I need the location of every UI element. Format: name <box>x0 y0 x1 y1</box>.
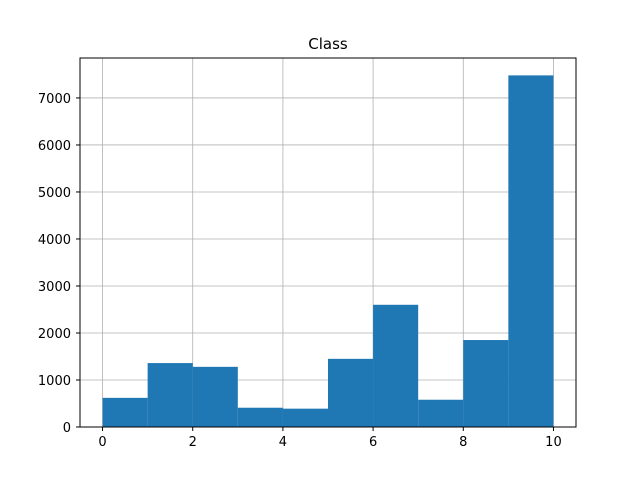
y-tick-label: 2000 <box>38 327 71 342</box>
y-tick-label: 5000 <box>38 186 71 201</box>
histogram-bar <box>328 358 374 427</box>
histogram-bar <box>418 399 464 427</box>
y-tick-label: 6000 <box>38 139 71 154</box>
x-tick-label: 10 <box>545 435 562 450</box>
plot-frame <box>79 57 577 428</box>
histogram-bar <box>463 340 509 427</box>
y-axis-ticks: 0 1000 2000 3000 4000 5000 6000 7000 <box>38 92 80 436</box>
histogram-bar <box>102 397 148 427</box>
histogram-bar <box>508 75 554 427</box>
x-tick-label: 6 <box>369 435 377 450</box>
histogram-bar <box>147 363 193 427</box>
histogram-bar <box>282 408 328 427</box>
x-tick-label: 2 <box>189 435 197 450</box>
x-tick-label: 0 <box>98 435 106 450</box>
histogram-bar <box>373 304 419 427</box>
y-tick-label: 0 <box>63 421 71 436</box>
y-tick-label: 7000 <box>38 92 71 107</box>
histogram-bar <box>192 366 238 427</box>
chart-title: Class <box>308 35 348 53</box>
x-axis-ticks: 0 2 4 6 8 10 <box>98 427 562 450</box>
x-tick-label: 4 <box>279 435 287 450</box>
x-tick-label: 8 <box>459 435 467 450</box>
histogram-bars <box>102 75 554 427</box>
y-tick-label: 3000 <box>38 280 71 295</box>
y-tick-label: 1000 <box>38 374 71 389</box>
y-tick-label: 4000 <box>38 233 71 248</box>
histogram-bar <box>237 407 283 427</box>
